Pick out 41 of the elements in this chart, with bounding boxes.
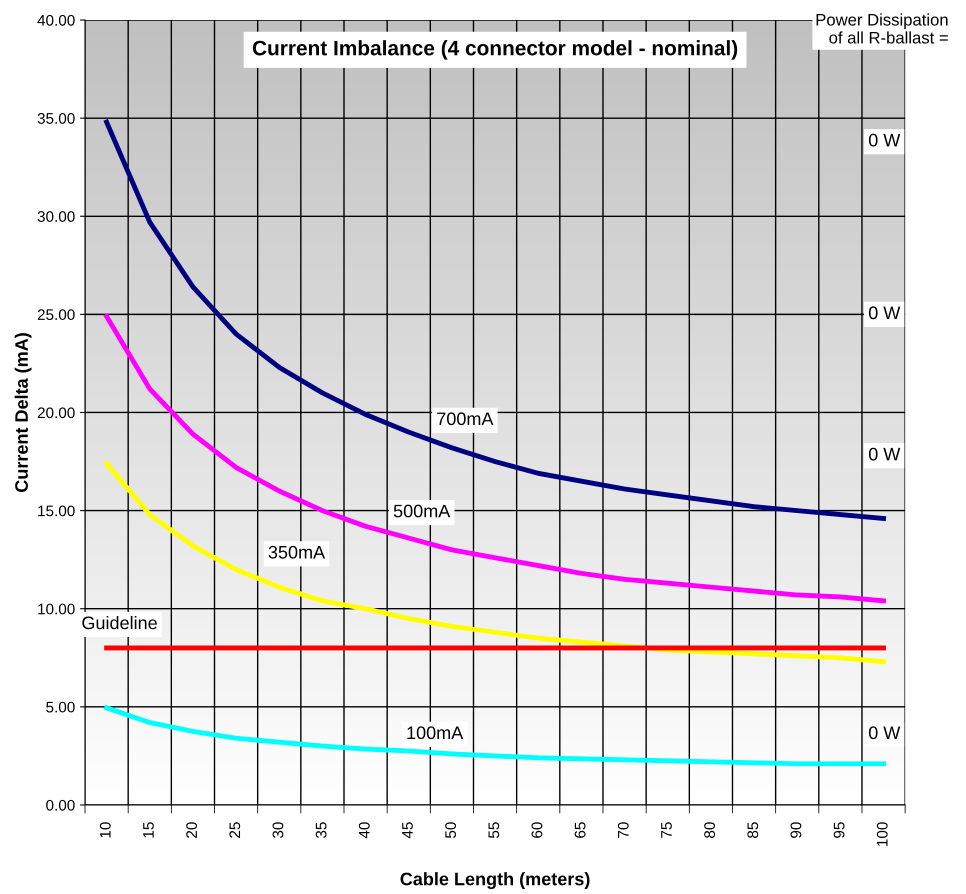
series-label: Guideline: [82, 616, 157, 630]
x-tick-label: 25: [229, 822, 240, 838]
x-tick-label: 40: [358, 822, 370, 838]
annotation: Power Dissipation of all R-ballast =: [816, 13, 948, 44]
x-tick-label: 70: [618, 822, 629, 838]
y-tick-label: 35.00: [38, 113, 75, 124]
x-tick-label: 85: [747, 822, 758, 838]
y-tick-label: 40.00: [37, 14, 75, 26]
y-tick-label: 0.00: [46, 800, 75, 811]
text: Current Imbalance (4 connector model - nominal): [252, 40, 738, 60]
series-label: 700mA: [437, 412, 494, 426]
series-label: 100mA: [407, 726, 464, 740]
x-tick-label: 50: [445, 822, 456, 838]
x-tick-label: 20: [186, 822, 198, 838]
y-tick-label: 30.00: [38, 211, 75, 222]
annotation: 0 W: [868, 448, 900, 461]
x-tick-label: 65: [574, 822, 586, 838]
x-tick-label: 80: [704, 822, 715, 838]
x-axis-title: Cable Length (meters): [400, 872, 590, 890]
y-tick-label: 25.00: [38, 309, 75, 320]
x-tick-label: 60: [532, 822, 542, 838]
series-label: 500mA: [394, 504, 450, 518]
x-tick-label: 10: [100, 822, 111, 838]
x-tick-label: 90: [790, 822, 802, 838]
series-label: 350mA: [268, 546, 326, 559]
y-tick-label: 20.00: [38, 407, 75, 418]
annotation: 0 W: [868, 306, 900, 320]
x-tick-label: 15: [143, 822, 154, 838]
annotation: 0 W: [868, 134, 900, 147]
y-axis-title: Current Delta (mA): [14, 333, 32, 492]
x-tick-label: 30: [272, 822, 284, 838]
x-tick-label: 35: [316, 822, 327, 838]
x-tick-label: 95: [834, 822, 844, 838]
y-tick-label: 10.00: [38, 604, 75, 614]
y-tick-label: 5.00: [46, 702, 75, 713]
x-tick-label: 45: [402, 822, 413, 838]
x-tick-label: 55: [488, 822, 500, 838]
y-tick-label: 15.00: [38, 505, 75, 516]
annotation: 0 W: [868, 726, 900, 740]
x-tick-label: 75: [661, 822, 672, 838]
x-tick-label: 100: [876, 822, 888, 846]
